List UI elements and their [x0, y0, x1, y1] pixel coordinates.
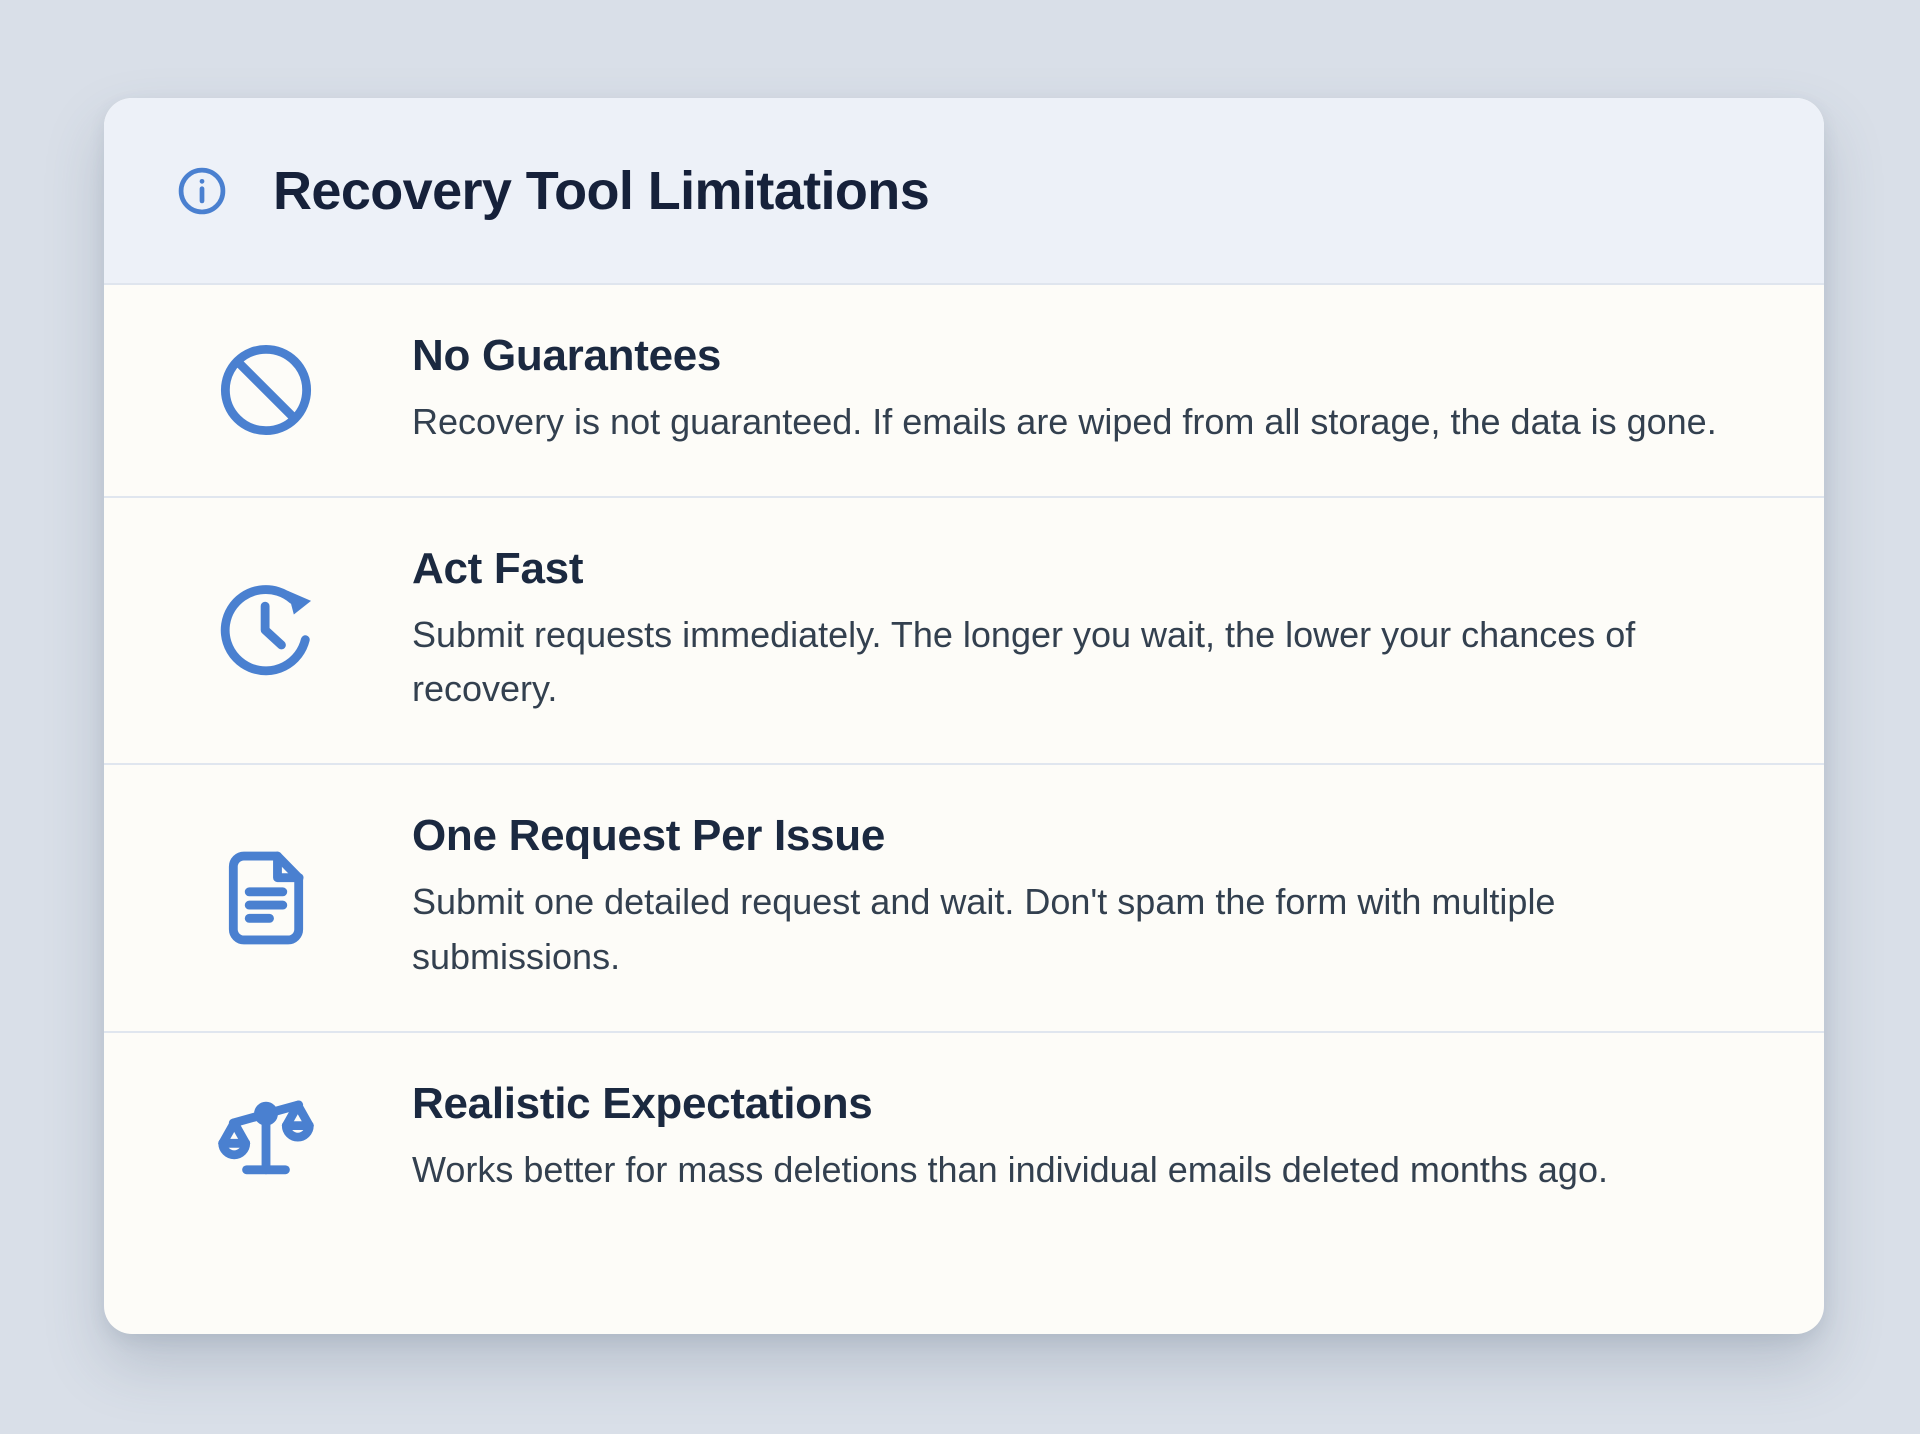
item-description: Submit one detailed request and wait. Do… [412, 881, 1556, 977]
item-description: Recovery is not guaranteed. If emails ar… [412, 401, 1717, 442]
limitations-card: Recovery Tool Limitations No Guarantees … [104, 98, 1824, 1334]
file-text-icon [216, 845, 316, 951]
card-header: Recovery Tool Limitations [104, 98, 1824, 285]
item-title: One Request Per Issue [412, 811, 885, 861]
limitation-row-one-request: One Request Per Issue Submit one detaile… [104, 763, 1824, 1030]
item-title: No Guarantees [412, 331, 722, 380]
item-description: Submit requests immediately. The longer … [412, 613, 1636, 710]
ban-icon [216, 337, 316, 443]
info-icon [175, 164, 229, 218]
card-title: Recovery Tool Limitations [273, 160, 930, 221]
limitation-row-act-fast: Act Fast Submit requests immediately. Th… [104, 495, 1824, 763]
limitation-row-no-guarantees: No Guarantees Recovery is not guaranteed… [104, 285, 1824, 496]
scale-icon [216, 1085, 316, 1191]
item-title: Realistic Expectations [412, 1078, 873, 1128]
limitations-list: No Guarantees Recovery is not guaranteed… [104, 285, 1824, 1243]
item-description: Works better for mass deletions than ind… [412, 1148, 1608, 1190]
limitation-row-realistic: Realistic Expectations Works better for … [104, 1030, 1824, 1244]
item-title: Act Fast [412, 543, 584, 593]
clock-rotate-icon [216, 577, 316, 683]
